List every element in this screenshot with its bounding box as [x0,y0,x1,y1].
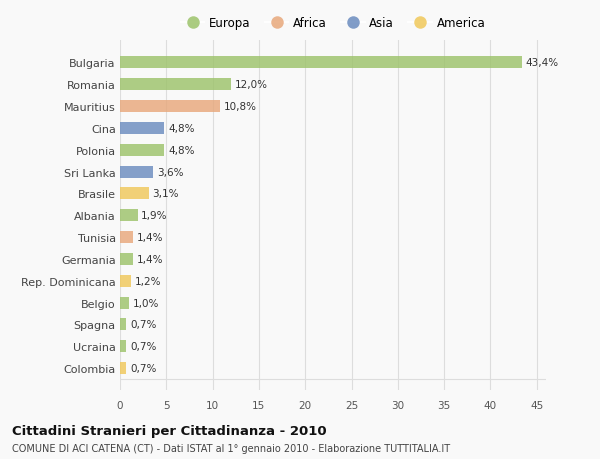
Text: 4,8%: 4,8% [168,123,194,134]
Bar [120,275,131,287]
Text: 10,8%: 10,8% [224,102,257,112]
Bar [120,253,133,265]
Text: 12,0%: 12,0% [235,80,268,90]
Text: 1,4%: 1,4% [137,233,163,242]
Bar [120,101,220,113]
Text: 43,4%: 43,4% [526,58,559,68]
Text: COMUNE DI ACI CATENA (CT) - Dati ISTAT al 1° gennaio 2010 - Elaborazione TUTTITA: COMUNE DI ACI CATENA (CT) - Dati ISTAT a… [12,443,450,453]
Text: Cittadini Stranieri per Cittadinanza - 2010: Cittadini Stranieri per Cittadinanza - 2… [12,424,326,437]
Bar [120,341,127,353]
Bar [120,319,127,330]
Text: 4,8%: 4,8% [168,146,194,155]
Bar [120,57,522,69]
Bar [120,123,164,134]
Bar [120,297,129,309]
Bar [120,188,149,200]
Bar [120,166,154,178]
Bar [120,362,127,374]
Bar [120,144,164,157]
Text: 1,4%: 1,4% [137,254,163,264]
Text: 0,7%: 0,7% [130,364,157,373]
Text: 3,1%: 3,1% [152,189,179,199]
Text: 3,6%: 3,6% [157,167,184,177]
Text: 0,7%: 0,7% [130,341,157,352]
Legend: Europa, Africa, Asia, America: Europa, Africa, Asia, America [176,12,490,35]
Text: 0,7%: 0,7% [130,320,157,330]
Text: 1,0%: 1,0% [133,298,160,308]
Text: 1,2%: 1,2% [135,276,161,286]
Bar [120,210,137,222]
Text: 1,9%: 1,9% [142,211,168,221]
Bar [120,79,231,91]
Bar [120,231,133,244]
